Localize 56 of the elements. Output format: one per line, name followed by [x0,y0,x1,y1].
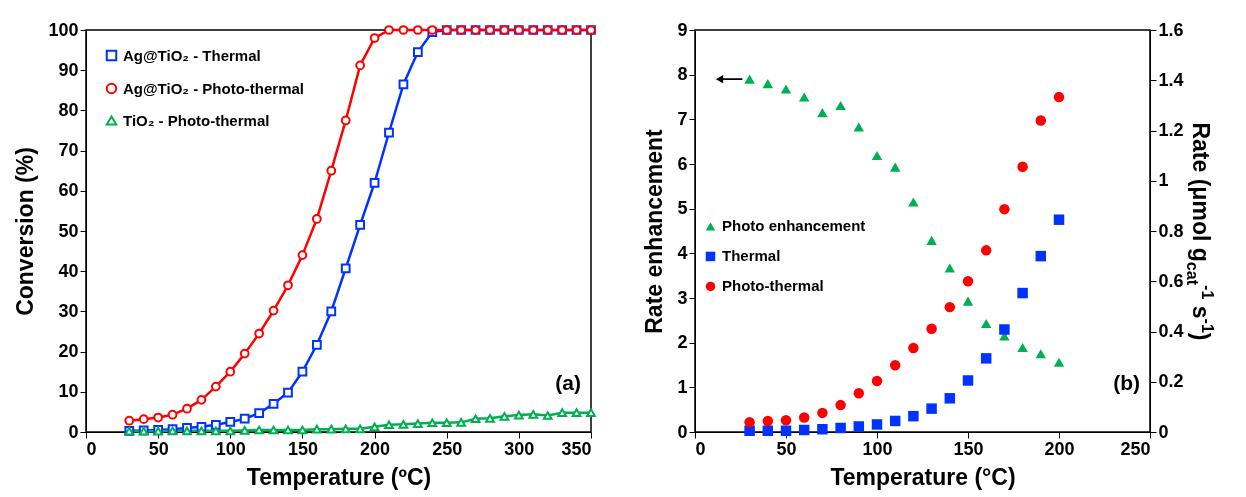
y-tick-label: 50 [58,220,79,241]
y2-tick-label: 0.4 [1158,321,1184,341]
annotation: (b) [1113,370,1140,394]
x-tick-label: 250 [432,438,463,459]
x-axis-title: Temperature (°C) [830,463,1016,490]
y2-tick-label: 1.4 [1158,69,1184,90]
y2-tick-label: 0.2 [1158,371,1184,392]
x-tick-label: 300 [504,438,535,459]
y-tick-label: 60 [58,180,79,201]
x-tick-label: 150 [287,438,318,459]
x-tick-label: 200 [360,438,391,459]
x-tick-label: 0 [86,438,97,459]
y-tick-label: 9 [677,19,688,40]
y-tick-label: 4 [677,242,688,263]
x-tick-label: 150 [953,438,984,459]
y-tick-label: 3 [677,287,688,308]
y-tick-label: 30 [58,300,79,321]
y-tick-label: 20 [58,341,79,362]
x-tick-label: 350 [561,438,592,459]
x-tick-label: 0 [695,438,706,459]
y2-tick-label: 0.6 [1158,270,1184,291]
legend-label: Ag@TiO₂ - Photo-thermal [123,79,305,97]
x-tick-label: 250 [1120,438,1151,459]
x-tick-label: 100 [215,438,246,459]
legend-label: TiO₂ - Photo-thermal [123,111,270,129]
annotation: (a) [555,370,581,394]
x-axis-title: Temperature (ºC) [246,463,432,490]
y-tick-label: 10 [58,381,79,402]
y-tick-label: 1 [677,376,688,397]
y2-tick-label: 1.2 [1158,120,1184,140]
y-tick-label: 0 [677,421,688,442]
y-tick-label: 8 [677,64,688,85]
y-tick-label: 0 [68,421,79,442]
y-tick-label: 40 [58,260,79,281]
y-tick-label: 100 [48,19,79,40]
y-tick-label: 70 [58,140,79,161]
y2-tick-label: 1.6 [1158,19,1184,40]
x-tick-label: 50 [776,438,797,459]
legend-label: Ag@TiO₂ - Thermal [123,46,261,64]
y-tick-label: 7 [677,108,688,129]
x-tick-label: 200 [1044,438,1075,459]
legend-label: Photo enhancement [722,217,866,235]
x-tick-label: 100 [862,438,893,459]
y2-tick-label: 0 [1158,421,1169,442]
y-axis-title: Rate enhancement [641,128,668,334]
y2-tick-label: 0.8 [1158,220,1184,241]
y-tick-label: 5 [677,198,688,219]
legend-label: Thermal [722,247,781,265]
y-axis-title: Conversion (%) [12,147,39,316]
x-tick-label: 50 [148,438,169,459]
y-tick-label: 2 [677,332,688,353]
y2-tick-label: 1 [1158,170,1169,191]
y-tick-label: 6 [677,153,688,174]
y-tick-label: 80 [58,99,79,120]
legend-label: Photo-thermal [722,277,824,295]
y-tick-label: 90 [58,59,79,80]
